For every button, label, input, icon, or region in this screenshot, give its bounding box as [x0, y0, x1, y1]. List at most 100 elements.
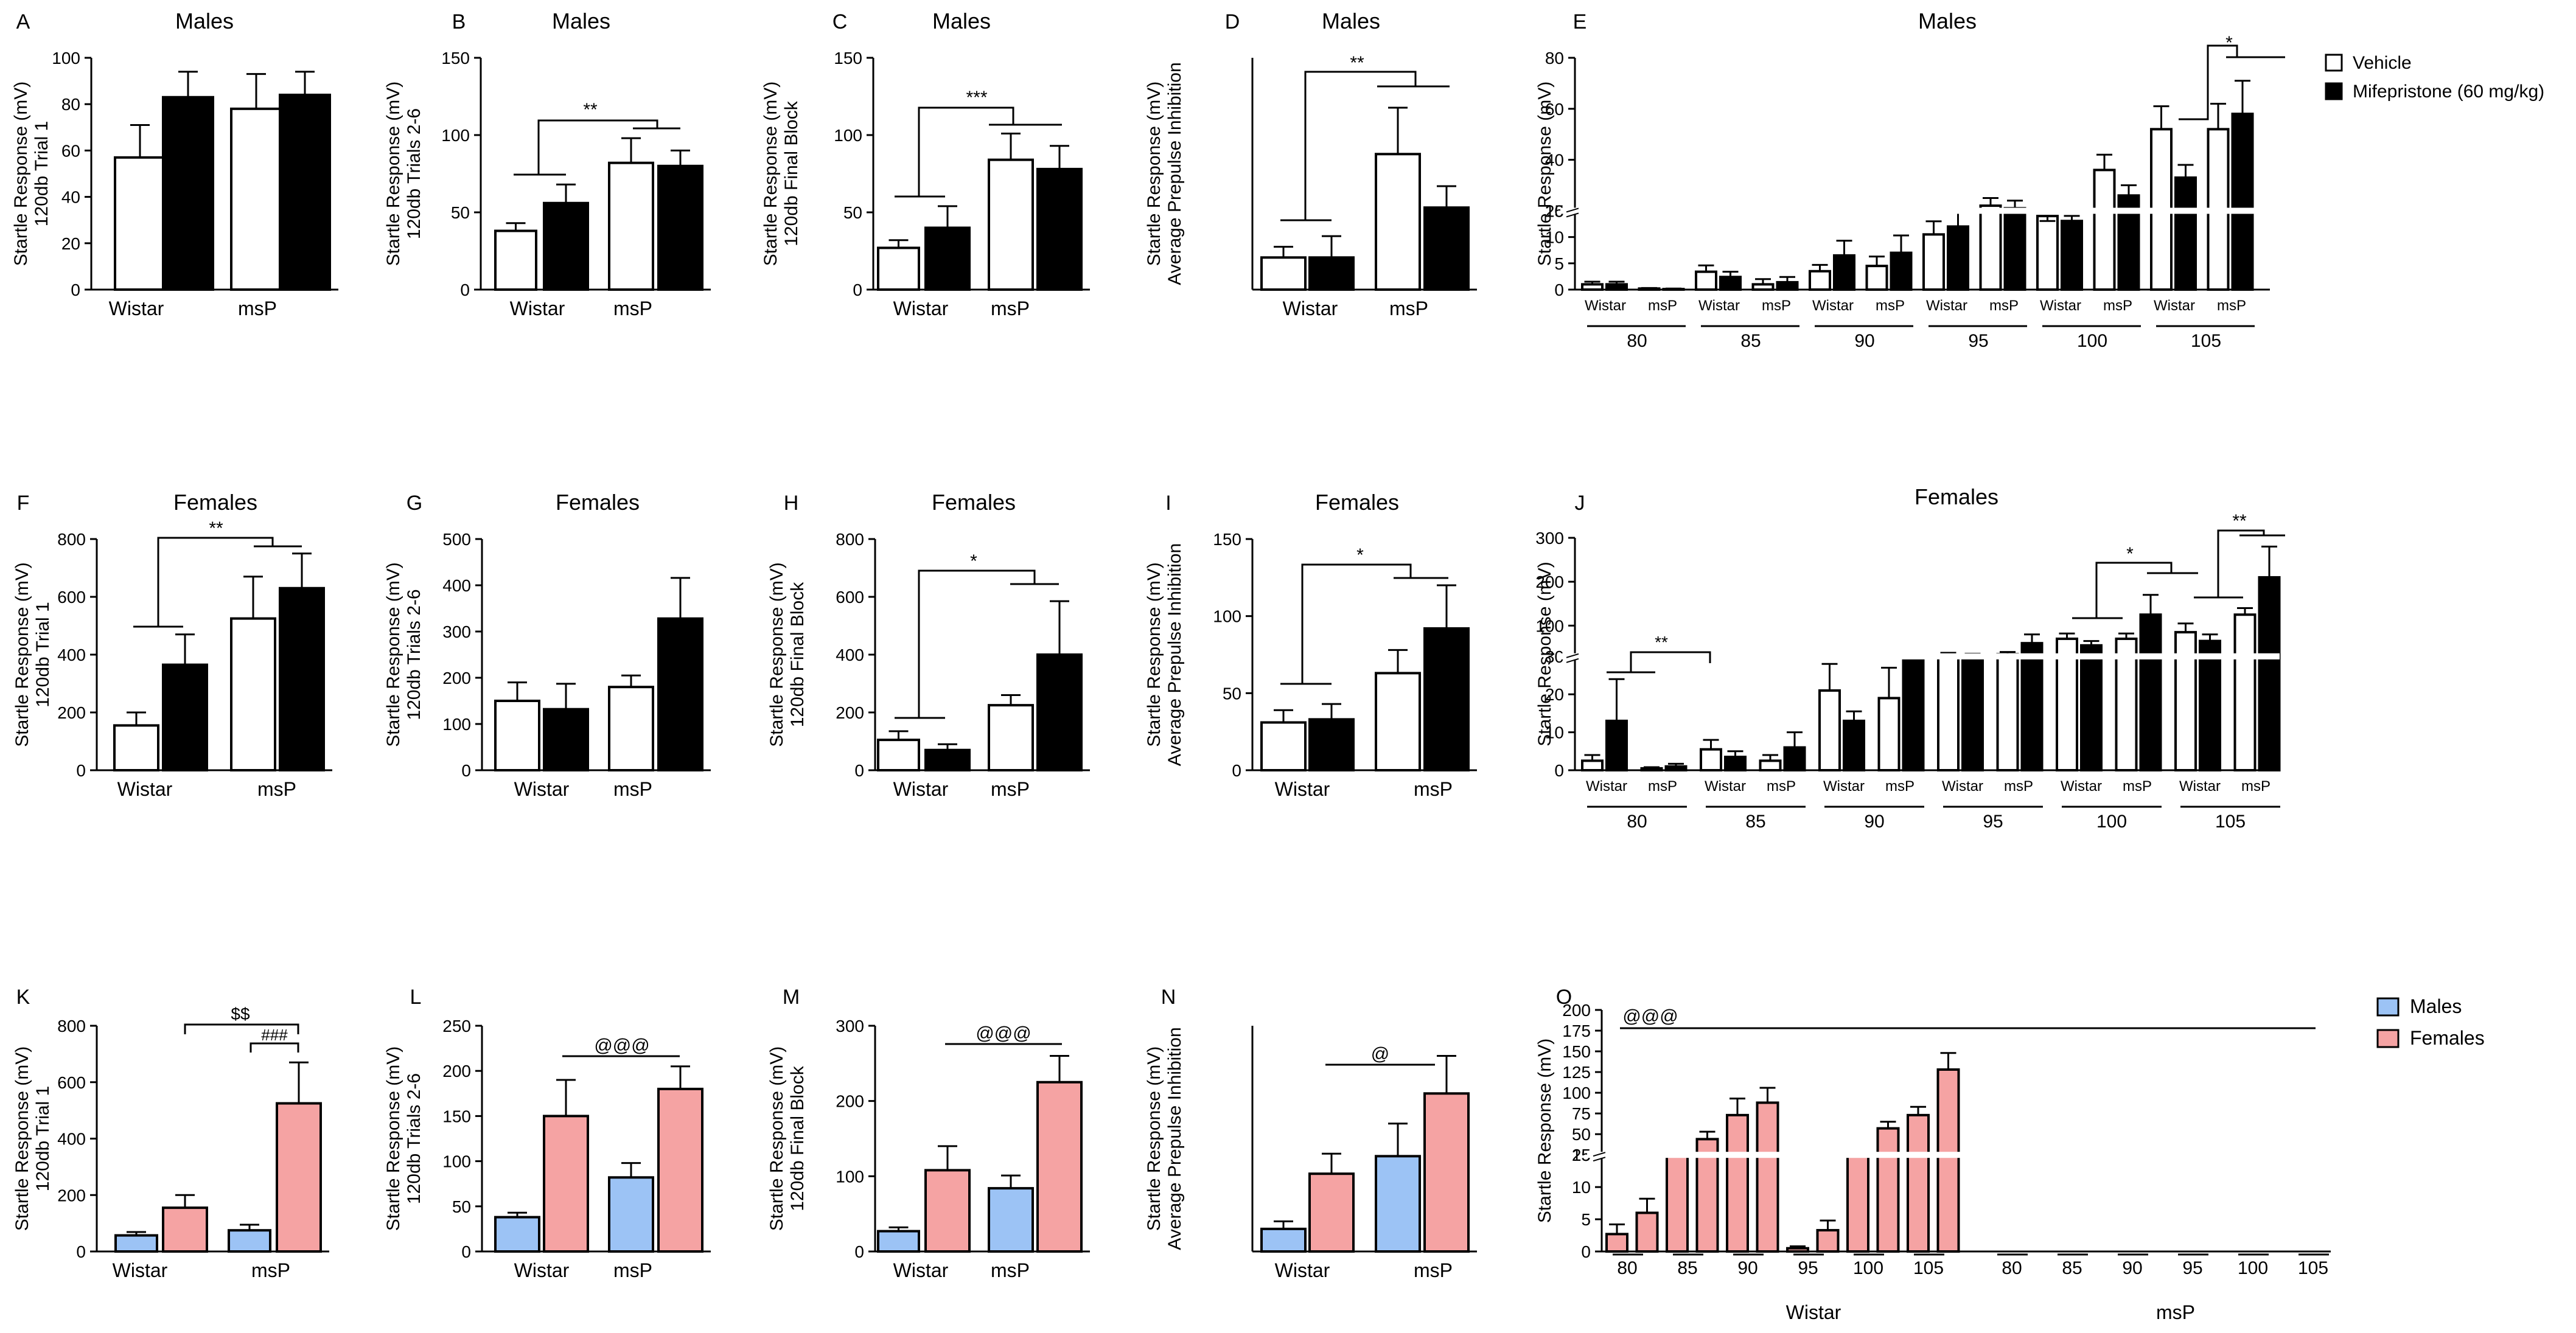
panel-letter-K: K [16, 986, 30, 1009]
y-axis-label-line: 120db Trials 2-6 [404, 1073, 424, 1204]
bar-K [228, 1229, 271, 1253]
bar-E [2231, 113, 2254, 291]
panel-I: I Females 0 50 100 150 Startle Response (mV)Av… [1144, 490, 1477, 800]
y-tick-label-G: 0 [461, 761, 471, 780]
legend-males-label: Males [2410, 995, 2462, 1017]
sig-bracket [918, 569, 1036, 718]
x-tick-label-H: Wistar [893, 778, 949, 800]
x-tick-label-O: 95 [2182, 1258, 2202, 1278]
y-tick-label-K: 400 [57, 1130, 86, 1149]
y-axis-label-H: Startle Response (mV)120db Final Block [767, 562, 808, 747]
y-axis-label-C: Startle Response (mV)120db Final Block [761, 82, 801, 266]
bar-J [1664, 765, 1688, 771]
bar-J [2139, 613, 2162, 771]
x-strain-label: Wistar [2040, 298, 2081, 314]
bar-C [924, 226, 971, 291]
x-tick-label-H: msP [991, 778, 1030, 800]
y-axis-label-line: 120db Trial 1 [33, 602, 53, 707]
bar-E [2061, 220, 2083, 291]
bar-J [2020, 642, 2044, 771]
y-tick-label-M: 0 [854, 1242, 864, 1261]
y-axis-label-J: Startle Response (mV) [1535, 562, 1555, 746]
x-strain-label: Wistar [2061, 778, 2102, 795]
panel-title-G: Females [556, 490, 640, 515]
y-axis-label-line: Startle Response (mV) [1144, 1046, 1164, 1231]
y-tick-label-F: 400 [57, 646, 86, 664]
y-tick-label-E: 5 [1554, 254, 1564, 273]
bar-J [2056, 637, 2078, 771]
bar-E [1605, 283, 1628, 291]
panel-letter-N: N [1161, 986, 1176, 1009]
bar-B [608, 161, 654, 291]
bar-F [230, 617, 276, 771]
x-tick-label-B: msP [613, 298, 652, 319]
axis-break-gap-E [1560, 207, 2280, 214]
y-tick-label-G: 200 [442, 669, 471, 687]
y-tick-label-H: 800 [836, 530, 864, 549]
bar-E [1890, 251, 1913, 291]
bar-A [114, 156, 166, 291]
sig-bracket [918, 106, 1014, 197]
bar-H [924, 748, 971, 771]
y-axis-label-line: Average Prepulse Inhibition [1165, 543, 1185, 766]
bar-O [1936, 1068, 1960, 1253]
y-tick-label-J: 200 [1535, 573, 1564, 591]
panel-letter-A: A [16, 10, 30, 33]
y-axis-label-line: Startle Response (mV) [1144, 82, 1164, 266]
bar-H [988, 704, 1034, 771]
panel-G: G Females 0 100 200 300 400 500 Startle Response… [383, 490, 711, 800]
x-tick-label-O: 90 [2122, 1258, 2142, 1278]
bar-I [1375, 672, 1421, 772]
y-tick-label-F: 200 [57, 703, 86, 722]
y-axis-label-L: Startle Response (mV)120db Trials 2-6 [383, 1046, 424, 1231]
bar-E [2174, 176, 2197, 291]
panel-letter-D: D [1225, 10, 1240, 33]
group-label: 105 [2215, 812, 2246, 832]
group-label: 95 [1968, 331, 1988, 351]
sig-bracket [1301, 563, 1412, 684]
x-tick-label-C: Wistar [893, 298, 949, 319]
bar-F [162, 663, 208, 771]
bar-D [1423, 206, 1470, 291]
bar-J [1759, 759, 1782, 771]
x-tick-label-A: msP [238, 298, 277, 319]
bar-F [113, 724, 159, 771]
y-axis-label-line: 120db Trials 2-6 [404, 589, 424, 720]
y-tick-label-O: 150 [1562, 1042, 1591, 1061]
y-tick-label-M: 300 [836, 1017, 864, 1035]
legend-treatment: Vehicle Mifepristone (60 mg/kg) [2325, 53, 2544, 102]
x-strain-label: msP [1648, 778, 1677, 795]
y-tick-label-G: 500 [442, 530, 471, 549]
sig-label: @@@ [976, 1023, 1031, 1043]
panel-title-B: Males [552, 9, 610, 33]
bar-L [657, 1087, 703, 1253]
y-tick-label-K: 0 [76, 1242, 86, 1261]
axis-break-mark-E [1566, 207, 1579, 213]
y-tick-label-E: 80 [1545, 49, 1564, 68]
y-tick-label-O: 10 [1572, 1178, 1591, 1197]
bar-H [877, 739, 920, 771]
x-tick-label-K: Wistar [113, 1259, 168, 1281]
x-tick-label-M: msP [991, 1259, 1030, 1281]
sig-bracket [2179, 44, 2238, 120]
bar-A [279, 93, 331, 291]
bar-B [494, 229, 537, 291]
bar-E [1809, 270, 1831, 291]
y-axis-label-line: Average Prepulse Inhibition [1165, 1027, 1185, 1250]
y-axis-label-line: Average Prepulse Inhibition [1165, 62, 1185, 285]
sig-label: * [970, 551, 977, 571]
y-axis-label-line: Startle Response (mV) [383, 1046, 403, 1231]
axis-break-mark-J [1566, 658, 1579, 663]
axis-break-mark-E [1566, 212, 1579, 218]
y-tick-label-A: 20 [61, 234, 80, 253]
y-tick-label-E: 0 [1554, 280, 1564, 299]
group-label: 100 [2077, 331, 2107, 351]
sig-label: @@@ [1622, 1006, 1678, 1026]
panel-title-E: Males [1918, 9, 1977, 33]
panel-title-I: Females [1315, 490, 1399, 515]
